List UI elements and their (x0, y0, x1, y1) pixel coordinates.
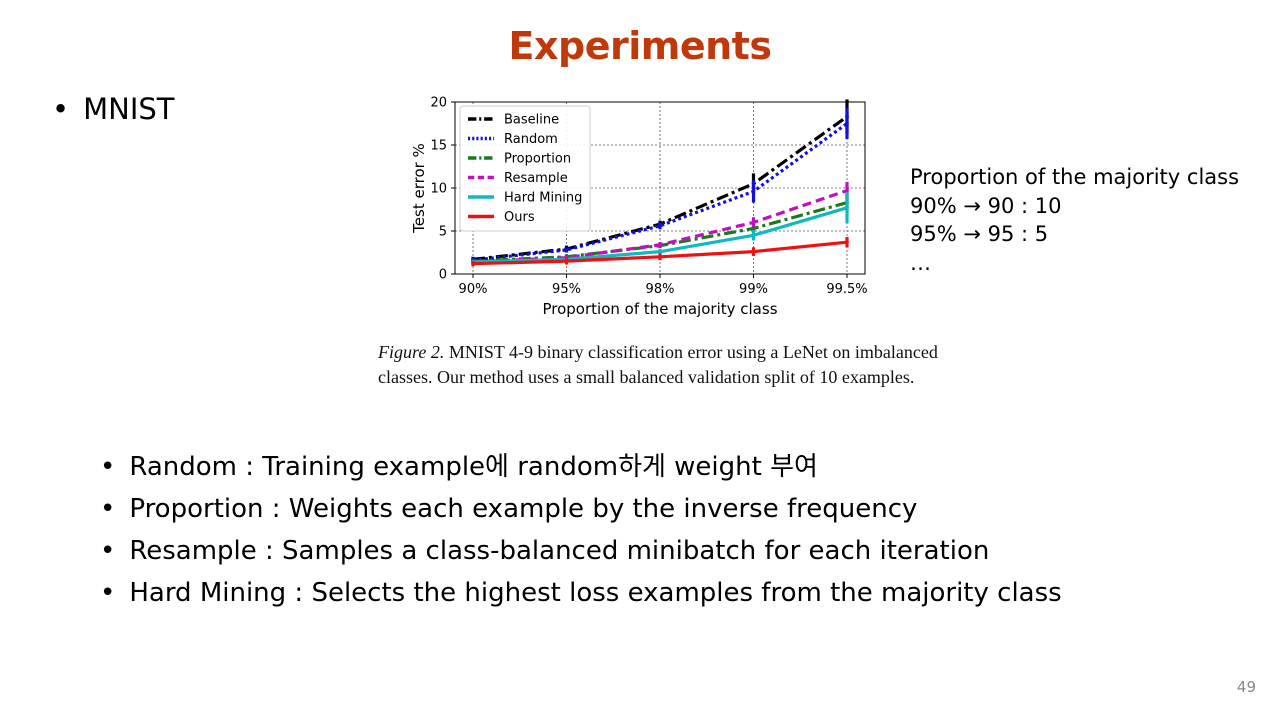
side-note-line: Proportion of the majority class (910, 165, 1240, 189)
bullet-dot-icon: • (100, 452, 116, 482)
legend-label: Proportion (504, 152, 571, 167)
bullet-dot-icon: • (52, 92, 70, 126)
list-item: • Random : Training example에 random하게 wei… (100, 446, 1062, 488)
line-chart: 0 5 10 15 20 90% 95% 98% 99% 99.5% Baseline Random… (410, 96, 868, 318)
x-tick-label: 95% (552, 282, 581, 297)
x-axis-label: Proportion of the majority class (542, 300, 777, 318)
y-tick-label: 0 (439, 268, 447, 283)
chart-legend: Baseline Random Proportion Resample Hard Min… (459, 105, 591, 232)
slide-title: Experiments (508, 24, 772, 68)
data-point (751, 233, 756, 238)
data-point (564, 248, 569, 252)
data-point (751, 249, 756, 254)
data-point (471, 261, 475, 266)
y-tick-label: 20 (430, 96, 447, 111)
legend-label: Random (504, 132, 558, 147)
bullet-dot-icon: • (100, 578, 116, 608)
data-point (658, 249, 662, 254)
side-note-line: … (910, 250, 931, 275)
y-tick-label: 15 (430, 139, 447, 154)
y-axis-label: Test error % (410, 143, 428, 234)
data-point (751, 220, 756, 225)
chart-axes: 0 5 10 15 20 90% 95% 98% 99% 99.5% (430, 96, 867, 297)
side-note: Proportion of the majority class 90% → 9… (910, 163, 1239, 277)
bullet-dot-icon: • (100, 536, 116, 566)
x-tick-label: 98% (646, 282, 675, 297)
list-item: • Hard Mining : Selects the highest loss … (100, 572, 1062, 614)
side-note-line: 90% → 90 : 10 (910, 193, 1062, 218)
side-note-line: 95% → 95 : 5 (910, 222, 1049, 246)
series-line (472, 122, 848, 262)
legend-label: Ours (504, 210, 535, 225)
data-point (658, 242, 662, 247)
list-item: • Resample : Samples a class-balanced min… (100, 530, 1062, 572)
legend-label: Baseline (504, 113, 559, 128)
chart-series (471, 99, 849, 267)
legend-box (459, 105, 591, 232)
list-item-text: Hard Mining : Selects the highest loss e… (129, 578, 1062, 608)
list-item-text: Proportion : Weights each example by the… (129, 494, 918, 524)
data-point (845, 121, 849, 126)
legend-label: Hard Mining (504, 191, 582, 206)
legend-label: Resample (504, 171, 568, 186)
main-bullet-text: MNIST (83, 92, 175, 126)
data-point (751, 189, 756, 194)
data-point (845, 240, 849, 244)
y-tick-label: 5 (439, 225, 447, 240)
data-point (845, 205, 849, 210)
x-tick-label: 99% (739, 282, 768, 297)
figure-caption: Figure 2. MNIST 4-9 binary classificatio… (378, 340, 938, 390)
x-tick-label: 90% (459, 282, 488, 297)
series-ours (471, 237, 849, 267)
main-bullet: • MNIST (52, 92, 175, 126)
list-item-text: Random : Training example에 random하게 weig… (129, 452, 818, 482)
page-number: 49 (1236, 678, 1256, 696)
y-tick-label: 10 (430, 182, 447, 197)
list-item-text: Resample : Samples a class-balanced mini… (129, 536, 990, 566)
data-point (658, 255, 662, 259)
list-item: • Proportion : Weights each example by th… (100, 488, 1062, 530)
data-point (845, 188, 849, 193)
data-point (658, 224, 662, 228)
bullet-dot-icon: • (100, 494, 116, 524)
x-tick-label: 99.5% (826, 282, 867, 297)
data-point (564, 259, 569, 263)
method-list: • Random : Training example에 random하게 wei… (100, 446, 1062, 614)
figure-caption-text: MNIST 4-9 binary classification error us… (378, 342, 938, 387)
figure-label: Figure 2. (378, 342, 445, 362)
